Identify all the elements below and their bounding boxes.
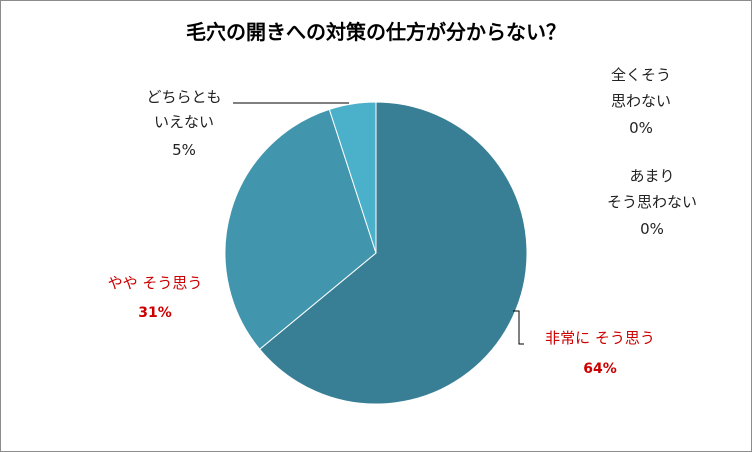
data-label-agree-pct: 31% [138,305,172,321]
data-label-disagree-line2: そう思わない [607,193,697,211]
chart-title: 毛穴の開きへの対策の仕方が分からない？ [186,20,566,44]
data-label-neutral-line1: どちらとも [146,88,221,106]
pie-slice-strong-agree [258,101,528,405]
data-label-strong-disagree-line2: 思わない [611,92,671,110]
leader-line-strong-agree [513,310,524,345]
pie-slice-agree [224,108,377,350]
data-label-disagree-pct: 0% [640,220,664,238]
data-label-agree-line1: やや そう思う [108,274,203,292]
data-label-neutral-pct: 5% [172,141,196,159]
data-label-strong-disagree-line1: 全くそう [611,66,671,84]
pie-slices [224,101,528,405]
data-label-strong-agree-pct: 64% [583,361,617,377]
data-label-disagree-line1: あまり [629,167,674,185]
data-label-strong-disagree-pct: 0% [629,119,653,137]
data-label-strong-agree-line1: 非常に そう思う [545,329,655,347]
data-label-neutral-line2: いえない [154,113,214,131]
